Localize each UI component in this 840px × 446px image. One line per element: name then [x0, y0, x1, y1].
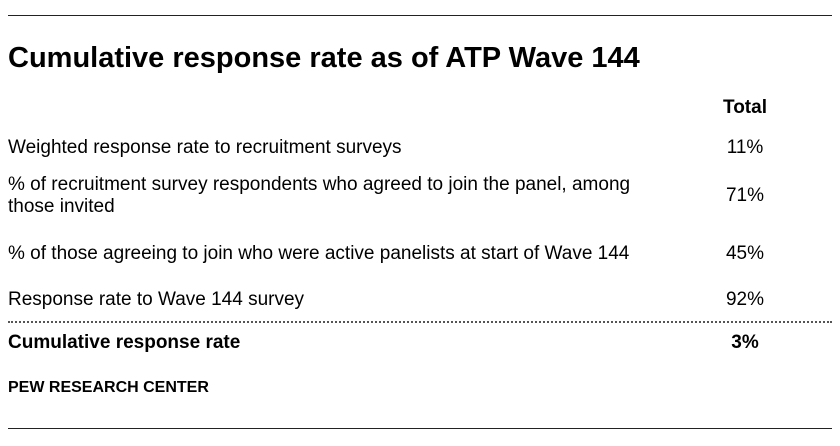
row-label: Response rate to Wave 144 survey [8, 289, 305, 310]
row-value: 92% [725, 289, 765, 310]
bottom-rule [8, 428, 832, 429]
table-title: Cumulative response rate as of ATP Wave … [8, 42, 640, 74]
row-label: Weighted response rate to recruitment su… [8, 137, 402, 158]
dotted-divider [8, 321, 832, 323]
table-row: % of recruitment survey respondents who … [8, 173, 808, 219]
table-row: % of those agreeing to join who were act… [8, 231, 808, 277]
total-row-value: 3% [731, 332, 759, 353]
total-row: Cumulative response rate 3% [8, 332, 808, 354]
row-value: 45% [725, 243, 765, 264]
row-label: % of recruitment survey respondents who … [8, 174, 631, 217]
row-value: 71% [725, 185, 765, 206]
table-row: Weighted response rate to recruitment su… [8, 137, 808, 159]
source-credit: PEW RESEARCH CENTER [8, 379, 209, 396]
row-label: % of those agreeing to join who were act… [8, 243, 630, 264]
total-row-label: Cumulative response rate [8, 332, 241, 353]
column-header-total: Total [723, 97, 767, 118]
top-rule [8, 15, 832, 16]
row-value: 11% [726, 137, 764, 158]
table-row: Response rate to Wave 144 survey 92% [8, 289, 808, 311]
